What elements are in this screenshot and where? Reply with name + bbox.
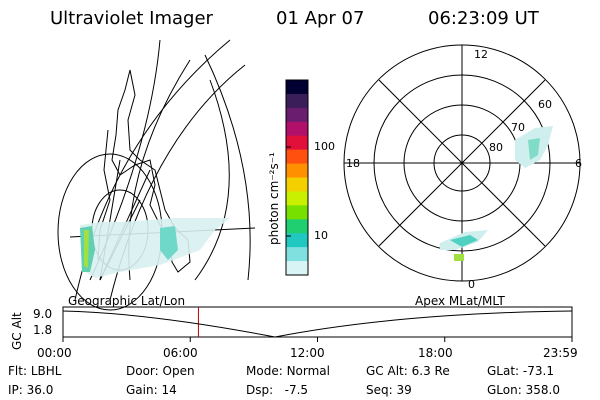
colorbar-band [286, 149, 308, 165]
status-seq: Seq: 39 [366, 383, 412, 397]
status-door: Door: Open [126, 364, 195, 378]
colorbar-band [286, 177, 308, 193]
aurora-polar-patch [440, 126, 553, 261]
colorbar-band [286, 93, 308, 109]
orbit-x-tick-4: 23:59 [543, 346, 578, 360]
apex-label: Apex MLat/MLT [415, 294, 505, 308]
orbit-y-tick-high: 9.0 [33, 307, 53, 321]
colorbar-band [286, 107, 308, 123]
status-ip: IP: 36.0 [8, 383, 54, 397]
altitude-curve [62, 310, 573, 338]
status-glon: GLon: 358.0 [487, 383, 560, 397]
geographic-label: Geographic Lat/Lon [68, 294, 186, 308]
colorbar-band [286, 233, 308, 248]
time-label: 06:23:09 UT [428, 8, 539, 29]
orbit-x-tick-1: 06:00 [163, 346, 198, 360]
lat-label-60: 60 [538, 98, 552, 111]
aurora-map-patch [80, 218, 230, 278]
status-glat: GLat: -73.1 [487, 364, 554, 378]
status-gc-alt: GC Alt: 6.3 Re [366, 364, 450, 378]
colorbar-band [286, 247, 308, 262]
lat-label-70: 70 [511, 121, 525, 134]
colorbar-band [286, 163, 308, 179]
colorbar-band [286, 219, 308, 234]
mlt-label-6: 6 [575, 157, 582, 170]
status-flt: Flt: LBHL [8, 364, 62, 378]
colorbar-tick-100: 100 [314, 140, 335, 153]
orbit-x-tick-0: 00:00 [37, 346, 72, 360]
orbit-x-tick-2: 12:00 [290, 346, 325, 360]
colorbar-band [286, 80, 308, 95]
colorbar-tick-10: 10 [314, 229, 328, 242]
colorbar-band [286, 191, 308, 206]
mlt-label-18: 18 [346, 157, 360, 170]
orbit-y-tick-low: 1.8 [33, 323, 53, 337]
mlt-label-12: 12 [474, 48, 488, 61]
lat-label-80: 80 [489, 141, 503, 154]
mlt-label-0: 0 [468, 278, 475, 291]
colorbar-band [286, 205, 308, 220]
status-gain: Gain: 14 [126, 383, 177, 397]
colorbar-band [286, 261, 308, 276]
date-label: 01 Apr 07 [276, 8, 365, 29]
status-mode: Mode: Normal [246, 364, 330, 378]
instrument-title: Ultraviolet Imager [50, 8, 213, 29]
orbit-x-tick-3: 18:00 [418, 346, 453, 360]
colorbar-band [286, 121, 308, 137]
colorbar-band [286, 135, 308, 151]
status-dsp: Dsp: -7.5 [246, 383, 309, 397]
